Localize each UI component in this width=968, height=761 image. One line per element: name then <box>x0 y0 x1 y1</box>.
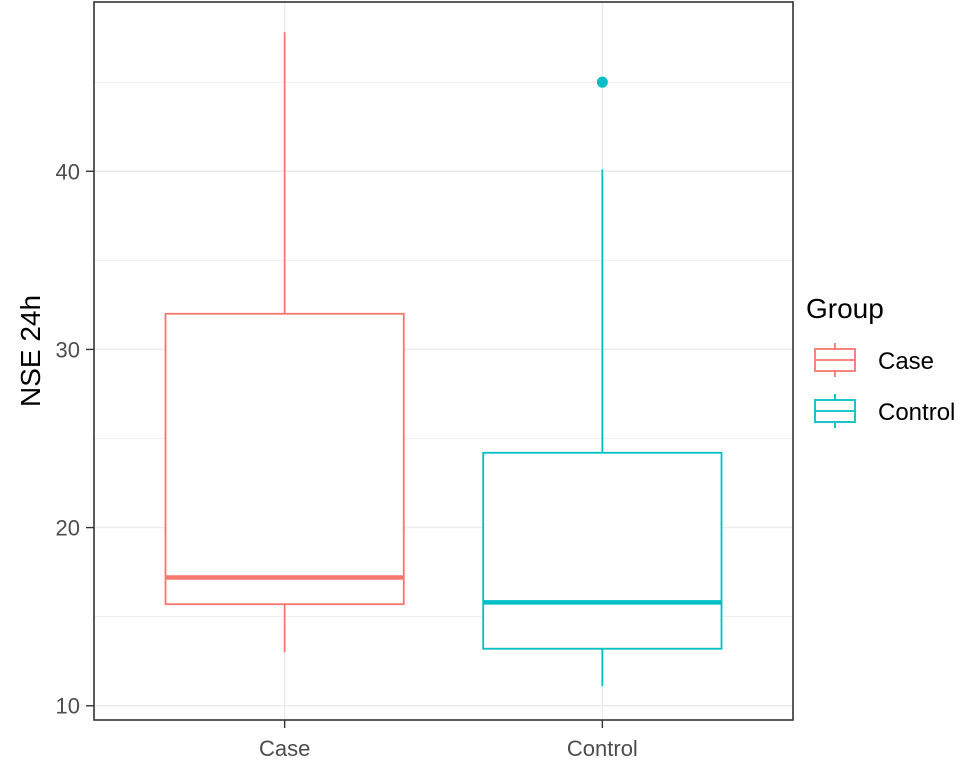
box-case <box>164 32 405 653</box>
iqr-box <box>482 451 723 650</box>
legend-item-case: Case <box>814 343 934 377</box>
y-axis-title: NSE 24h <box>15 295 46 407</box>
legend-label: Control <box>878 399 955 426</box>
box-control <box>482 76 723 687</box>
legend: Group Case Control <box>806 293 955 428</box>
axes: 10 20 30 40 Case Control <box>56 159 638 761</box>
legend-key <box>814 394 856 428</box>
x-tick-label: Control <box>567 736 638 761</box>
legend-items: Case Control <box>814 343 955 428</box>
y-tick-label: 10 <box>56 694 80 719</box>
y-tick-label: 20 <box>56 516 80 541</box>
legend-item-control: Control <box>814 394 955 428</box>
plot-panel-border <box>93 1 794 721</box>
y-tick-label: 40 <box>56 159 80 184</box>
legend-title: Group <box>806 293 884 324</box>
x-tick-label: Case <box>259 736 310 761</box>
legend-key <box>814 343 856 377</box>
iqr-box <box>164 312 405 606</box>
boxes <box>164 32 723 687</box>
outlier-point <box>596 76 608 88</box>
y-tick-label: 30 <box>56 337 80 362</box>
legend-label: Case <box>878 348 934 375</box>
